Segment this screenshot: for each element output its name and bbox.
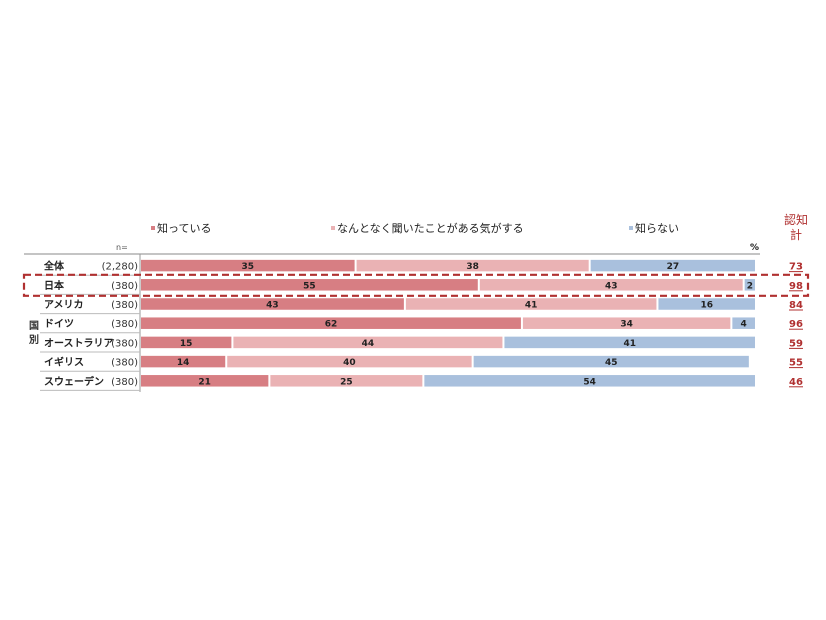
row-label: 日本 — [44, 279, 65, 292]
bar-1 — [270, 375, 423, 387]
bar-value-1: 44 — [362, 339, 375, 349]
bar-value-1: 34 — [620, 320, 633, 330]
row-2: アメリカ (380) 43 41 16 84 — [40, 298, 803, 315]
row-label: スウェーデン — [44, 375, 104, 388]
row-4: オーストラリア(380) 15 44 41 59 — [40, 336, 803, 353]
bar-value-2: 54 — [583, 377, 596, 387]
bar-value-2: 16 — [700, 301, 713, 311]
bar-1 — [522, 317, 731, 329]
row-n: (380) — [111, 281, 138, 292]
bar-value-0: 55 — [303, 281, 316, 291]
bar-2 — [473, 355, 749, 368]
n-label: n= — [116, 243, 128, 252]
bar-value-0: 21 — [198, 377, 211, 387]
bar-value-2: 45 — [605, 358, 618, 368]
bar-value-0: 62 — [325, 320, 338, 330]
bar-1 — [227, 355, 472, 368]
legend-swatch-2 — [629, 226, 633, 230]
row-n: (380) — [111, 319, 138, 330]
row-6: スウェーデン (380) 21 25 54 46 — [40, 375, 803, 391]
row-0: 全体 (2,280) 35 38 27 73 — [40, 260, 803, 276]
bar-2 — [744, 279, 755, 291]
row-3: ドイツ (380) 62 34 4 96 — [40, 317, 803, 334]
total-header-0: 認知 — [784, 212, 808, 227]
total-header-1: 計 — [790, 227, 802, 242]
row-total: 59 — [789, 338, 803, 349]
bar-1 — [405, 298, 657, 310]
row-label: ドイツ — [44, 318, 74, 330]
bar-value-1: 25 — [340, 377, 353, 387]
row-label: アメリカ — [44, 299, 84, 311]
bar-2 — [424, 375, 755, 387]
row-label: 全体 — [43, 260, 65, 273]
legend-swatch-0 — [151, 226, 155, 230]
bar-2 — [504, 336, 755, 349]
unit-label: % — [750, 243, 759, 253]
bar-value-2: 27 — [667, 262, 680, 272]
row-n: (380) — [111, 358, 138, 369]
legend-label-2: 知らない — [635, 221, 679, 235]
legend-swatch-1 — [331, 226, 335, 230]
legend-label-1: なんとなく聞いたことがある気がする — [337, 221, 524, 235]
bar-0 — [141, 279, 478, 291]
bar-value-1: 43 — [605, 281, 618, 291]
rows: 全体 (2,280) 35 38 27 73 日本 (380) 55 43 2 98 アメリカ (380)… — [22, 260, 810, 391]
legend-label-0: 知っている — [157, 221, 211, 235]
bar-value-2: 4 — [741, 320, 747, 330]
bar-value-2: 41 — [623, 339, 636, 349]
row-total: 73 — [789, 262, 803, 273]
group-label-0: 国 — [29, 320, 39, 332]
highlight-box — [22, 273, 810, 297]
bar-2 — [590, 259, 755, 272]
bar-1 — [356, 259, 589, 272]
bar-0 — [141, 298, 404, 310]
group-label-1: 別 — [28, 333, 39, 346]
bar-value-0: 14 — [177, 358, 190, 368]
bar-0 — [141, 375, 269, 387]
bar-value-1: 38 — [466, 262, 479, 272]
row-total: 98 — [789, 281, 803, 292]
bar-0 — [141, 317, 521, 329]
row-total: 55 — [789, 358, 803, 369]
bar-0 — [141, 355, 226, 368]
bar-value-2: 2 — [747, 281, 753, 291]
row-n: (380) — [111, 377, 138, 388]
row-5: イギリス (380) 14 40 45 55 — [40, 356, 803, 372]
row-total: 96 — [789, 319, 803, 330]
bar-value-0: 43 — [266, 301, 279, 311]
bar-2 — [658, 298, 755, 310]
row-total: 84 — [789, 300, 803, 311]
bar-2 — [732, 317, 755, 329]
bar-value-1: 41 — [525, 301, 538, 311]
legend: 知っている なんとなく聞いたことがある気がする 知らない — [151, 221, 679, 235]
row-total: 46 — [789, 377, 803, 388]
row-n: (380) — [111, 300, 138, 311]
row-n: (2,280) — [102, 262, 139, 273]
bar-value-0: 35 — [242, 262, 255, 272]
row-n: (380) — [111, 338, 138, 349]
row-label: イギリス — [44, 356, 84, 369]
row-label: オーストラリア — [44, 337, 114, 349]
bar-value-0: 15 — [180, 339, 193, 349]
bar-1 — [479, 279, 743, 291]
bar-1 — [233, 336, 503, 349]
bar-0 — [141, 336, 232, 349]
bar-0 — [141, 259, 355, 272]
row-1: 日本 (380) 55 43 2 98 — [22, 273, 810, 297]
bar-value-1: 40 — [343, 358, 356, 368]
